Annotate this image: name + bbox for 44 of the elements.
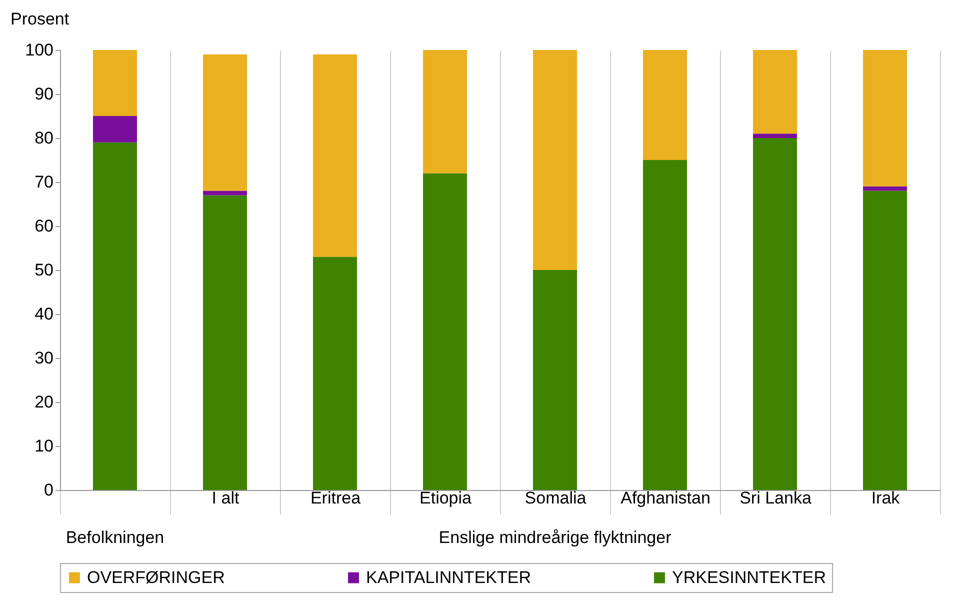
x-tick-label: Irak xyxy=(871,488,900,508)
y-tick-label: 80 xyxy=(34,128,54,148)
y-axis-title: Prosent xyxy=(10,10,70,28)
bar xyxy=(753,134,797,138)
y-tick-label: 70 xyxy=(34,172,54,192)
x-tick-label: Afghanistan xyxy=(620,488,710,508)
x-tick-label: Etiopia xyxy=(420,488,472,508)
bar xyxy=(643,50,687,160)
text: Enslige mindreårige flyktninger xyxy=(438,528,672,547)
bar xyxy=(863,186,907,191)
bar xyxy=(533,270,577,490)
bar xyxy=(753,50,797,134)
legend-label: OVERFØRINGER xyxy=(87,568,225,587)
bar xyxy=(313,256,357,490)
legend-label: YRKESINNTEKTER xyxy=(672,568,826,587)
bar xyxy=(423,173,467,490)
bar xyxy=(863,50,907,186)
y-tick-label: 40 xyxy=(34,304,54,324)
bar xyxy=(643,160,687,490)
text: Befolkningen xyxy=(66,528,164,547)
bar xyxy=(203,54,247,191)
y-tick-label: 50 xyxy=(34,260,54,280)
bar xyxy=(533,50,577,270)
bar xyxy=(203,190,247,196)
y-tick-label: 10 xyxy=(34,436,54,456)
y-tick-label: 100 xyxy=(25,40,54,60)
y-tick-label: 30 xyxy=(34,348,54,368)
bar xyxy=(203,195,247,490)
bar xyxy=(93,116,137,142)
bar xyxy=(93,142,137,490)
bar xyxy=(863,190,907,490)
x-tick-label: I alt xyxy=(212,488,240,508)
y-tick-label: 0 xyxy=(44,480,54,500)
bar xyxy=(93,50,137,116)
x-tick-label: Somalia xyxy=(524,488,587,508)
y-tick-label: 90 xyxy=(34,84,54,104)
bar xyxy=(313,54,357,257)
y-tick-label: 20 xyxy=(34,392,54,412)
bar xyxy=(423,50,467,174)
x-tick-label: Sri Lanka xyxy=(740,488,812,508)
bar xyxy=(753,138,797,490)
legend-label: KAPITALINNTEKTER xyxy=(366,568,531,587)
y-tick-label: 60 xyxy=(34,216,54,236)
x-tick-label: Eritrea xyxy=(310,488,362,508)
